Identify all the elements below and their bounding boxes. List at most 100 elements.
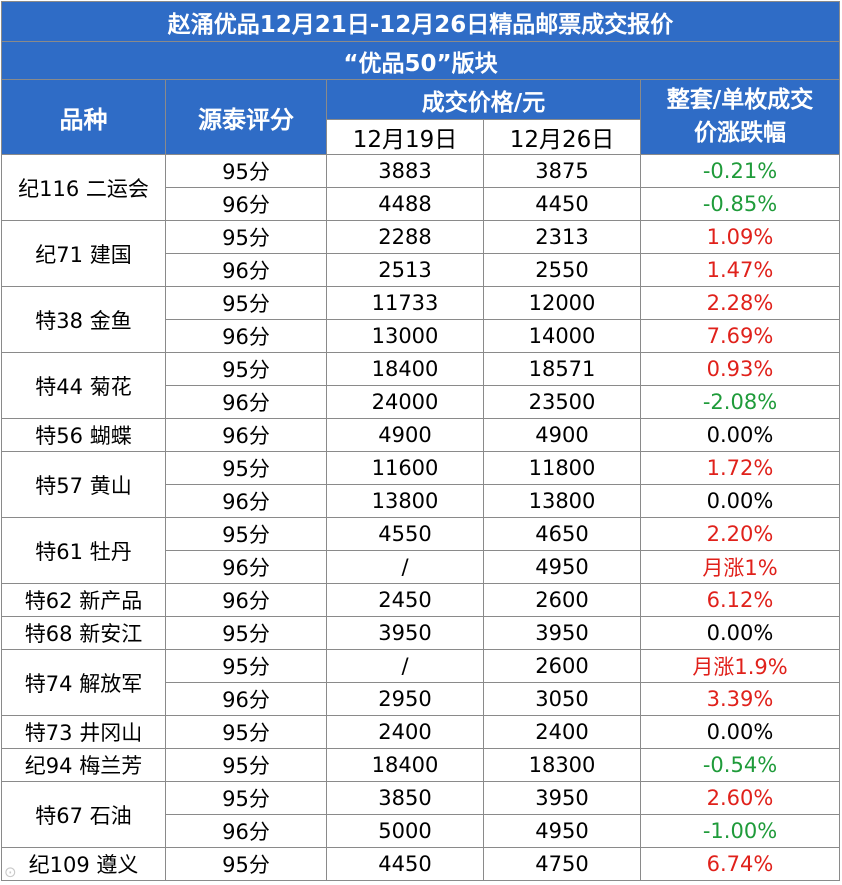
change-cell: 0.00%	[639, 418, 841, 452]
table-row: 纪109 遵义 95分 4450 4750 6.74%	[1, 847, 841, 881]
score-cell: 95分	[165, 847, 327, 881]
change-cell: 2.20%	[639, 517, 841, 551]
price-header: 成交价格/元	[326, 79, 641, 120]
change-header: 整套/单枚成交 价涨跌幅	[639, 79, 841, 155]
price-date1-cell: /	[326, 550, 484, 584]
price-date1-cell: 3883	[326, 154, 484, 188]
table-row: 特38 金鱼 95分 11733 12000 2.28%	[1, 286, 841, 353]
watermark: ⊙	[4, 863, 17, 881]
table-row: 特74 解放军 95分/2600 月涨1.9%	[1, 649, 841, 716]
price-date2-cell: 11800	[483, 451, 641, 485]
price-date2-cell: 2600	[483, 649, 641, 683]
table-row: 特61 牡丹 95分 4550 4650 2.20%	[1, 517, 841, 584]
price-date1-cell: 4550	[326, 517, 484, 551]
price-date1-cell: 2450	[326, 583, 484, 617]
change-cell: -0.85%	[639, 187, 841, 221]
price-date1-cell: 3850	[326, 781, 484, 815]
change-cell: 0.00%	[639, 715, 841, 749]
change-cell: 2.28%	[639, 286, 841, 320]
change-cell: 月涨1%	[639, 550, 841, 584]
table-title: 赵涌优品12月21日-12月26日精品邮票成交报价	[0, 1, 841, 42]
score-cell: 96分	[165, 682, 327, 716]
price-date1-cell: 4450	[326, 847, 484, 881]
price-date2-cell: 18571	[483, 352, 641, 386]
table-row: 特67 石油 95分 3850 3950 2.60%	[1, 781, 841, 848]
price-date1-cell: 11733	[326, 286, 484, 320]
table-row: 纪71 建国 95分 2288 2313 1.09%	[1, 220, 841, 287]
table-row: 特73 井冈山 95分 2400 2400 0.00%	[1, 715, 841, 749]
variety-cell: 特38 金鱼	[1, 286, 166, 353]
price-date1-cell: 2950	[326, 682, 484, 716]
score-cell: 95分	[165, 352, 327, 386]
price-date2-cell: 2550	[483, 253, 641, 287]
change-cell: 0.00%	[639, 484, 841, 518]
table-row: 特68 新安江 95分 3950 3950 0.00%	[1, 616, 841, 650]
price-date2-cell: 4450	[483, 187, 641, 221]
change-cell: 1.47%	[639, 253, 841, 287]
price-date2-cell: 13800	[483, 484, 641, 518]
price-date1-cell: 2288	[326, 220, 484, 254]
change-cell: -2.08%	[639, 385, 841, 419]
price-date2-cell: 3950	[483, 616, 641, 650]
table-row: 96分 13800 13800 0.00%	[2, 484, 841, 518]
variety-cell: 特67 石油	[1, 781, 166, 848]
price-date1-cell: 5000	[326, 814, 484, 848]
table-row: 特57 黄山 95分 11600 11800 1.72%	[1, 451, 841, 518]
table-row: 纪116 二运会 95分 3883 3875 -0.21%	[1, 154, 841, 221]
variety-cell: 特68 新安江	[1, 616, 166, 650]
price-date1-cell: 3950	[326, 616, 484, 650]
price-date2-cell: 4900	[483, 418, 641, 452]
variety-cell: 纪109 遵义	[1, 847, 166, 881]
change-cell: 6.12%	[639, 583, 841, 617]
price-date2-cell: 23500	[483, 385, 641, 419]
score-cell: 95分	[165, 748, 327, 782]
price-date1-cell: 4900	[326, 418, 484, 452]
table-row: 纪94 梅兰芳 95分 18400 18300 -0.54%	[1, 748, 841, 782]
change-cell: 月涨1.9%	[639, 649, 841, 683]
price-date2-cell: 2600	[483, 583, 641, 617]
change-cell: 0.00%	[639, 616, 841, 650]
change-cell: -1.00%	[639, 814, 841, 848]
change-cell: 3.39%	[639, 682, 841, 716]
score-cell: 95分	[165, 616, 327, 650]
score-cell: 95分	[165, 517, 327, 551]
price-date2-cell: 2313	[483, 220, 641, 254]
score-cell: 95分	[165, 451, 327, 485]
date1-header: 12月19日	[326, 119, 484, 155]
table-row: 96分 24000 23500 -2.08%	[2, 385, 841, 419]
change-header-line1: 整套/单枚成交	[666, 87, 814, 113]
price-date2-cell: 14000	[483, 319, 641, 353]
table-row: 96分 5000 4950 -1.00%	[2, 814, 841, 848]
variety-header: 品种	[1, 79, 166, 155]
price-date1-cell: 13000	[326, 319, 484, 353]
score-cell: 95分	[165, 220, 327, 254]
score-cell: 96分	[165, 418, 327, 452]
price-date1-cell: 18400	[326, 352, 484, 386]
score-cell: 96分	[165, 187, 327, 221]
variety-cell: 纪94 梅兰芳	[1, 748, 166, 782]
table-row: 特44 菊花 95分 18400 18571 0.93%	[1, 352, 841, 419]
price-date2-cell: 3950	[483, 781, 641, 815]
change-cell: 1.72%	[639, 451, 841, 485]
score-cell: 96分	[165, 319, 327, 353]
score-cell: 95分	[165, 715, 327, 749]
change-header-line2: 价涨跌幅	[694, 120, 786, 146]
price-date2-cell: 4950	[483, 550, 641, 584]
table-row: 特56 蝴蝶 96分 4900 4900 0.00%	[1, 418, 841, 452]
price-date2-cell: 4750	[483, 847, 641, 881]
price-date1-cell: 18400	[326, 748, 484, 782]
score-cell: 96分	[165, 385, 327, 419]
price-date1-cell: 11600	[326, 451, 484, 485]
score-cell: 96分	[165, 583, 327, 617]
table-body: 纪116 二运会 95分 3883 3875 -0.21% 96分 4488 4450 -0.8…	[1, 154, 841, 881]
change-cell: 0.93%	[639, 352, 841, 386]
table-row: 特62 新产品 96分 2450 2600 6.12%	[1, 583, 841, 617]
score-cell: 96分	[165, 814, 327, 848]
variety-cell: 特73 井冈山	[1, 715, 166, 749]
price-date2-cell: 4650	[483, 517, 641, 551]
score-cell: 95分	[165, 286, 327, 320]
variety-cell: 纪116 二运会	[1, 154, 166, 221]
score-cell: 95分	[165, 781, 327, 815]
variety-cell: 特57 黄山	[1, 451, 166, 518]
